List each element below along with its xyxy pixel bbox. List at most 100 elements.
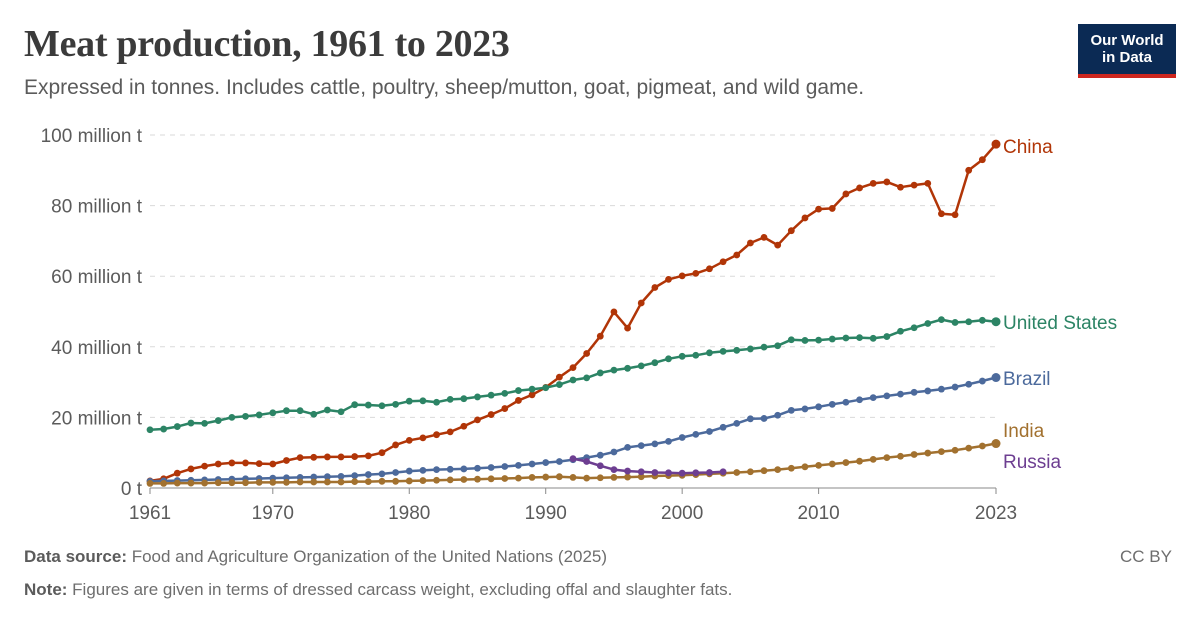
data-point-united-states[interactable] bbox=[569, 376, 577, 384]
data-point-united-states[interactable] bbox=[610, 366, 618, 374]
data-point-china[interactable] bbox=[924, 179, 932, 187]
data-point-india[interactable] bbox=[242, 479, 249, 487]
data-point-china[interactable] bbox=[487, 411, 495, 418]
data-point-united-states[interactable] bbox=[515, 387, 522, 394]
data-point-russia[interactable] bbox=[692, 469, 700, 477]
data-point-china[interactable] bbox=[965, 166, 973, 174]
data-point-india[interactable] bbox=[446, 476, 454, 484]
data-point-india[interactable] bbox=[774, 466, 782, 474]
data-point-china[interactable] bbox=[173, 469, 181, 477]
data-point-brazil[interactable] bbox=[542, 459, 550, 466]
data-point-india[interactable] bbox=[419, 477, 427, 484]
data-point-russia[interactable] bbox=[719, 468, 727, 476]
data-point-brazil[interactable] bbox=[419, 466, 427, 474]
data-point-china[interactable] bbox=[446, 428, 454, 436]
data-point-brazil[interactable] bbox=[501, 463, 509, 470]
data-point-united-states[interactable] bbox=[801, 337, 809, 344]
data-point-brazil[interactable] bbox=[692, 430, 700, 438]
data-point-brazil[interactable] bbox=[487, 464, 495, 471]
data-point-united-states[interactable] bbox=[460, 395, 468, 403]
data-point-united-states[interactable] bbox=[528, 385, 536, 393]
data-point-india[interactable] bbox=[733, 469, 741, 476]
data-point-china[interactable] bbox=[991, 139, 1001, 149]
data-point-china[interactable] bbox=[364, 452, 372, 460]
data-point-india[interactable] bbox=[787, 464, 795, 472]
data-point-brazil[interactable] bbox=[515, 462, 522, 469]
data-point-united-states[interactable] bbox=[555, 381, 563, 388]
data-point-united-states[interactable] bbox=[337, 408, 345, 416]
data-point-russia[interactable] bbox=[610, 466, 618, 474]
data-point-india[interactable] bbox=[746, 468, 754, 476]
data-point-united-states[interactable] bbox=[146, 426, 154, 434]
data-point-brazil[interactable] bbox=[555, 458, 563, 465]
data-point-india[interactable] bbox=[474, 475, 481, 483]
data-point-china[interactable] bbox=[569, 364, 577, 372]
data-point-india[interactable] bbox=[897, 452, 904, 460]
data-point-brazil[interactable] bbox=[828, 400, 836, 408]
series-label-china[interactable]: China bbox=[1003, 137, 1053, 158]
data-point-brazil[interactable] bbox=[351, 472, 359, 480]
data-point-china[interactable] bbox=[310, 453, 318, 461]
data-point-brazil[interactable] bbox=[787, 406, 795, 414]
data-point-china[interactable] bbox=[801, 214, 809, 222]
data-point-india[interactable] bbox=[337, 478, 345, 486]
data-point-india[interactable] bbox=[310, 478, 318, 486]
data-point-china[interactable] bbox=[719, 258, 727, 266]
data-point-china[interactable] bbox=[706, 265, 713, 273]
data-point-india[interactable] bbox=[624, 473, 631, 481]
data-point-china[interactable] bbox=[501, 405, 509, 412]
data-point-united-states[interactable] bbox=[173, 423, 181, 430]
data-point-russia[interactable] bbox=[706, 469, 713, 476]
data-point-brazil[interactable] bbox=[746, 415, 754, 423]
data-point-russia[interactable] bbox=[596, 462, 604, 470]
data-point-united-states[interactable] bbox=[405, 397, 413, 405]
data-point-united-states[interactable] bbox=[419, 397, 427, 405]
data-point-india[interactable] bbox=[173, 479, 181, 487]
data-point-brazil[interactable] bbox=[378, 470, 386, 478]
data-point-united-states[interactable] bbox=[474, 393, 481, 401]
data-point-china[interactable] bbox=[774, 241, 782, 249]
data-point-russia[interactable] bbox=[583, 458, 591, 465]
data-point-brazil[interactable] bbox=[651, 440, 659, 448]
data-point-united-states[interactable] bbox=[637, 362, 645, 370]
data-point-india[interactable] bbox=[542, 473, 550, 481]
data-point-india[interactable] bbox=[378, 477, 386, 485]
data-point-united-states[interactable] bbox=[160, 425, 168, 433]
data-point-india[interactable] bbox=[856, 457, 863, 465]
data-point-china[interactable] bbox=[228, 459, 236, 467]
data-point-india[interactable] bbox=[460, 476, 468, 483]
data-point-united-states[interactable] bbox=[446, 395, 454, 403]
data-point-united-states[interactable] bbox=[951, 319, 959, 326]
data-point-china[interactable] bbox=[610, 308, 618, 316]
data-point-brazil[interactable] bbox=[678, 434, 686, 441]
data-point-brazil[interactable] bbox=[392, 469, 400, 476]
data-point-india[interactable] bbox=[815, 462, 823, 469]
data-point-brazil[interactable] bbox=[897, 390, 904, 398]
data-point-brazil[interactable] bbox=[706, 428, 713, 435]
data-point-india[interactable] bbox=[255, 478, 263, 486]
data-point-china[interactable] bbox=[815, 205, 823, 213]
data-point-india[interactable] bbox=[965, 444, 973, 452]
data-point-india[interactable] bbox=[269, 478, 277, 486]
data-point-china[interactable] bbox=[283, 457, 290, 464]
data-point-brazil[interactable] bbox=[978, 377, 986, 385]
data-point-brazil[interactable] bbox=[433, 466, 440, 474]
data-point-brazil[interactable] bbox=[965, 380, 973, 388]
data-point-india[interactable] bbox=[528, 474, 536, 481]
data-point-brazil[interactable] bbox=[624, 444, 631, 451]
data-point-brazil[interactable] bbox=[869, 394, 877, 402]
data-point-china[interactable] bbox=[910, 181, 918, 189]
data-point-united-states[interactable] bbox=[883, 333, 891, 340]
data-point-india[interactable] bbox=[555, 473, 563, 481]
data-point-india[interactable] bbox=[883, 454, 891, 462]
data-point-united-states[interactable] bbox=[433, 398, 440, 406]
data-point-united-states[interactable] bbox=[501, 389, 509, 397]
data-point-united-states[interactable] bbox=[774, 342, 782, 350]
data-point-china[interactable] bbox=[378, 449, 386, 457]
data-point-brazil[interactable] bbox=[815, 403, 823, 411]
data-point-brazil[interactable] bbox=[801, 405, 809, 413]
data-point-united-states[interactable] bbox=[624, 364, 631, 372]
data-point-brazil[interactable] bbox=[856, 396, 863, 404]
data-point-india[interactable] bbox=[501, 475, 509, 482]
data-point-china[interactable] bbox=[842, 190, 850, 198]
